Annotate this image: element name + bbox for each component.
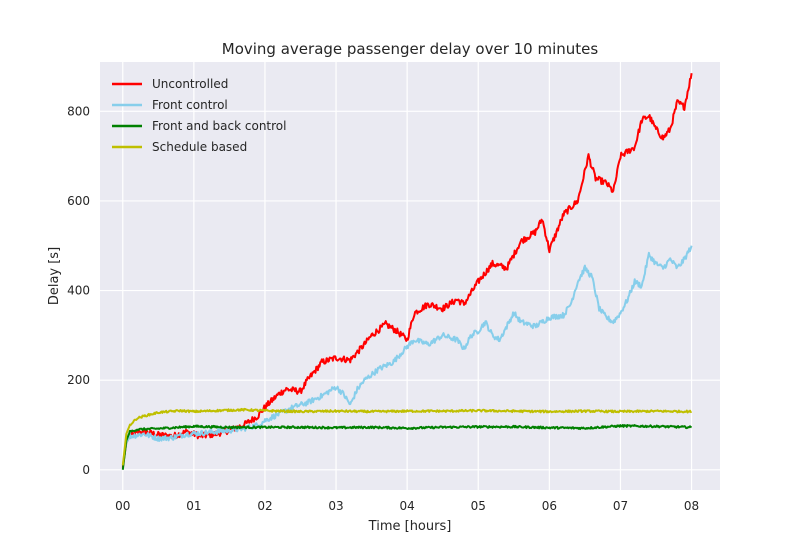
x-tick-label: 03	[328, 499, 343, 513]
y-tick-label: 0	[82, 463, 90, 477]
gridlines	[100, 62, 720, 490]
x-tick-label: 07	[613, 499, 628, 513]
x-tick-label: 04	[400, 499, 415, 513]
x-tick-label: 02	[257, 499, 272, 513]
chart-title: Moving average passenger delay over 10 m…	[222, 40, 599, 58]
legend-label: Front and back control	[152, 119, 286, 133]
series-line-schedule-based	[121, 407, 693, 466]
y-axis-label: Delay [s]	[47, 247, 62, 305]
y-tick-label: 200	[67, 373, 90, 387]
x-tick-label: 00	[115, 499, 130, 513]
x-tick-label: 01	[186, 499, 201, 513]
y-tick-label: 600	[67, 194, 90, 208]
tick-labels: 00 01 02 03 04 05 06 07 08 0 200 400 600 800	[67, 104, 699, 513]
legend: Uncontrolled Front control Front and back …	[112, 77, 286, 154]
legend-label: Schedule based	[152, 140, 247, 154]
legend-label: Front control	[152, 98, 228, 112]
series-line-front-control	[121, 245, 693, 466]
series-layer	[121, 73, 693, 470]
x-tick-label: 05	[471, 499, 486, 513]
x-tick-label: 08	[684, 499, 699, 513]
x-axis-label: Time [hours]	[368, 519, 452, 534]
y-tick-label: 800	[67, 104, 90, 118]
legend-label: Uncontrolled	[152, 77, 228, 91]
y-tick-label: 400	[67, 284, 90, 298]
series-line-front-and-back-control	[121, 424, 692, 470]
plot-area	[100, 62, 720, 490]
x-tick-label: 06	[542, 499, 557, 513]
